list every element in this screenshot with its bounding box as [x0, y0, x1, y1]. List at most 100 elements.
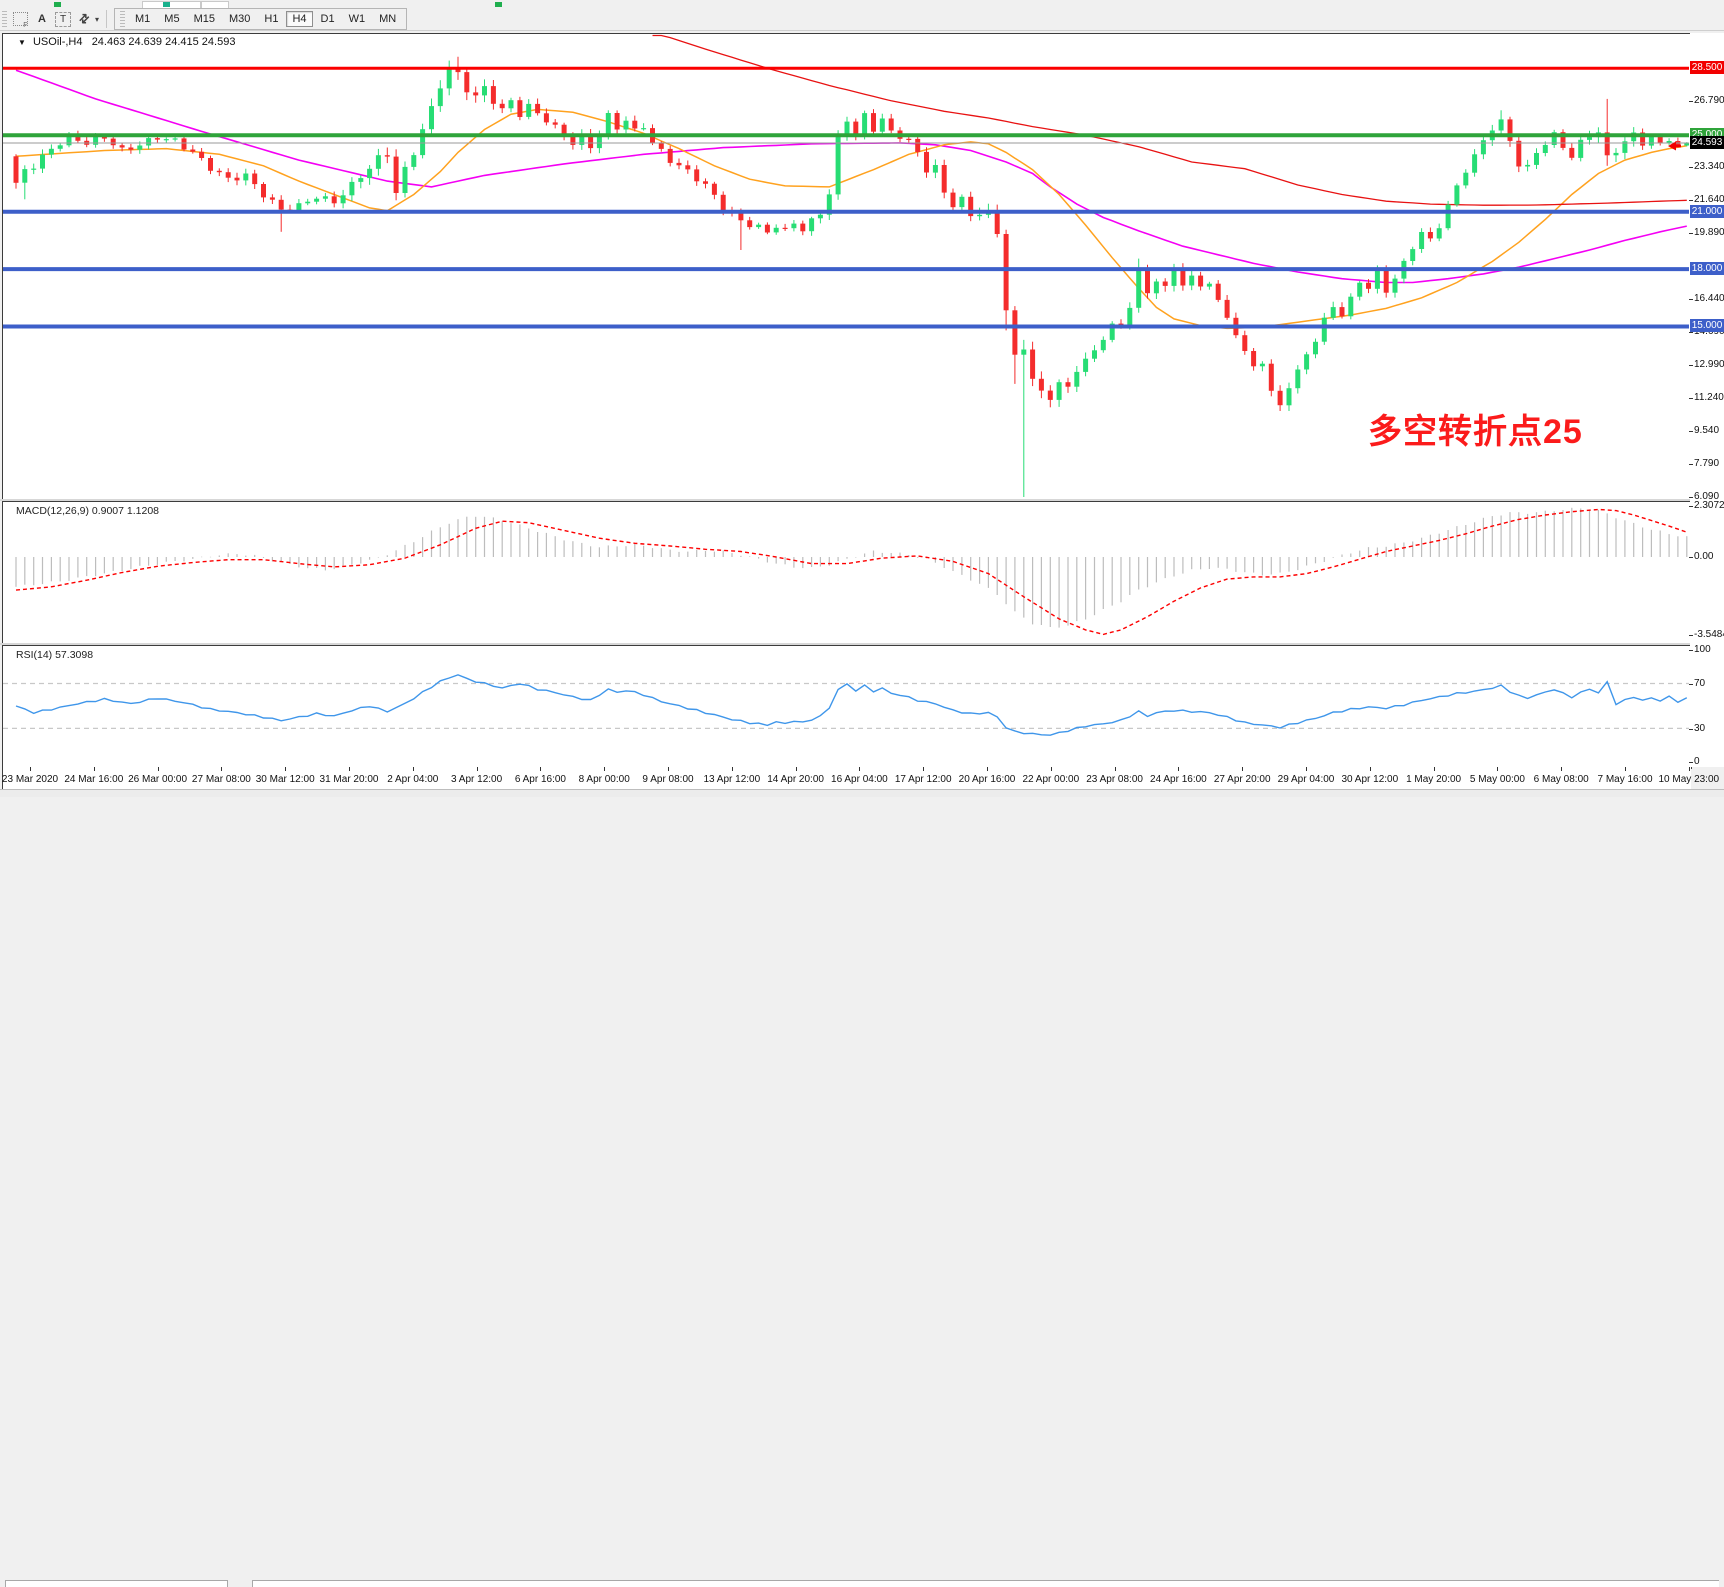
- timeframe-drag-handle[interactable]: [120, 11, 126, 27]
- time-axis-label: 7 May 16:00: [1597, 774, 1653, 785]
- macd-histogram-bar: [218, 555, 220, 557]
- macd-histogram-bar: [651, 548, 654, 557]
- time-axis-label: 20 Apr 16:00: [958, 774, 1016, 785]
- candle-body: [959, 196, 965, 208]
- candle-body: [31, 168, 37, 170]
- price-axis-tick: [1689, 299, 1693, 300]
- crosshair-grid-icon[interactable]: F: [11, 11, 29, 29]
- macd-histogram-bar: [1076, 557, 1078, 622]
- timeframe-button-h4[interactable]: H4: [286, 11, 313, 27]
- macd-histogram-bar: [1049, 557, 1051, 627]
- macd-histogram-bar: [1253, 557, 1255, 573]
- macd-histogram-bar: [1677, 536, 1679, 557]
- arrows-dropdown-caret-icon[interactable]: ▾: [95, 14, 100, 24]
- rsi-scale-tick: [1689, 729, 1693, 730]
- macd-panel[interactable]: [2, 501, 1692, 645]
- time-scale[interactable]: [2, 767, 1691, 789]
- time-axis-label: 30 Apr 12:00: [1341, 774, 1399, 785]
- candle-body: [384, 155, 390, 157]
- chart-tab[interactable]: [5, 1580, 228, 1587]
- macd-histogram-bar: [307, 557, 309, 569]
- macd-histogram-bar: [1314, 557, 1317, 564]
- time-axis-tick: [476, 767, 478, 771]
- candle-body: [977, 214, 983, 217]
- candle-body: [879, 118, 885, 132]
- text-a-icon[interactable]: A: [38, 13, 46, 25]
- diagonal-arrows-icon[interactable]: ⇅: [75, 10, 93, 28]
- price-axis-label: 23.340: [1694, 161, 1724, 172]
- main-chart-canvas[interactable]: [3, 34, 1689, 498]
- candle-body: [1127, 307, 1133, 326]
- timeframe-button-mn[interactable]: MN: [379, 13, 397, 25]
- macd-histogram-bar: [439, 527, 441, 557]
- macd-histogram-bar: [828, 557, 830, 566]
- candle-body: [1268, 363, 1274, 391]
- candle-body: [243, 173, 249, 181]
- timeframe-button-h1[interactable]: H1: [264, 13, 279, 25]
- macd-histogram-bar: [492, 517, 494, 557]
- toolbar-drag-handle[interactable]: [2, 11, 7, 27]
- candle-body: [835, 136, 841, 195]
- rsi-canvas[interactable]: [3, 646, 1689, 766]
- time-axis-tick: [540, 767, 542, 771]
- timeframe-button-m30[interactable]: M30: [228, 13, 251, 25]
- macd-histogram-bar: [298, 557, 300, 568]
- rsi-line: [15, 674, 1688, 736]
- time-axis-label: 30 Mar 12:00: [255, 774, 315, 785]
- panel-splitter[interactable]: [0, 499, 1724, 501]
- candle-body: [1560, 132, 1566, 148]
- macd-histogram-bar: [86, 557, 88, 577]
- macd-histogram-bar: [1164, 557, 1166, 579]
- macd-histogram-bar: [793, 557, 795, 568]
- macd-scale-label: -3.5484: [1694, 629, 1724, 640]
- candle-body: [1038, 378, 1044, 391]
- candle-body: [322, 196, 328, 199]
- candle-body: [464, 72, 470, 93]
- macd-histogram-bar: [855, 557, 857, 558]
- rsi-panel[interactable]: [2, 645, 1692, 769]
- time-axis-tick: [1688, 767, 1690, 771]
- timeframe-button-m5[interactable]: M5: [164, 13, 180, 25]
- timeframe-button-m1[interactable]: M1: [135, 13, 151, 25]
- candle-body: [154, 138, 160, 140]
- time-axis-label: 6 Apr 16:00: [514, 774, 566, 785]
- macd-histogram-bar: [227, 553, 229, 557]
- macd-histogram-bar: [510, 523, 512, 557]
- symbol-dropdown-triangle-icon[interactable]: ▼: [18, 38, 26, 47]
- candle-body: [1224, 299, 1230, 318]
- main-chart-panel[interactable]: [2, 33, 1692, 501]
- candle-body: [190, 149, 196, 152]
- macd-histogram-bar: [1367, 547, 1370, 557]
- time-axis-tick: [349, 767, 350, 771]
- candle-body: [968, 196, 974, 217]
- price-axis-badge: 18.000: [1690, 262, 1724, 275]
- macd-histogram-bar: [528, 528, 530, 557]
- macd-histogram-bar: [422, 537, 424, 557]
- price-axis-label: 9.540: [1694, 425, 1720, 436]
- text-t-icon[interactable]: T: [55, 11, 71, 27]
- macd-histogram-bar: [1023, 557, 1025, 618]
- panel-splitter[interactable]: [0, 643, 1724, 645]
- price-axis-badge: 28.500: [1690, 61, 1724, 74]
- macd-histogram-bar: [1482, 517, 1484, 557]
- price-axis-label: 16.440: [1694, 293, 1724, 304]
- macd-scale-tick: [1689, 506, 1693, 507]
- macd-histogram-bar: [369, 557, 371, 560]
- macd-histogram-bar: [1447, 530, 1449, 557]
- macd-indicator-label: MACD(12,26,9) 0.9007 1.1208: [16, 505, 160, 517]
- price-scale[interactable]: [1690, 33, 1724, 767]
- timeframe-button-m15[interactable]: M15: [193, 13, 215, 25]
- candle-body: [429, 106, 434, 130]
- timeframe-button-w1[interactable]: W1: [348, 13, 366, 25]
- candle-body: [367, 168, 373, 179]
- macd-histogram-bar: [130, 557, 132, 570]
- macd-histogram-bar: [1359, 550, 1361, 557]
- candle-body: [305, 201, 311, 204]
- macd-histogram-bar: [475, 516, 477, 557]
- candle-body: [561, 124, 567, 136]
- timeframe-button-d1[interactable]: D1: [320, 13, 335, 25]
- macd-histogram-bar: [466, 516, 468, 557]
- macd-histogram-bar: [360, 557, 362, 564]
- macd-canvas[interactable]: [3, 502, 1689, 642]
- macd-histogram-bar: [121, 557, 123, 572]
